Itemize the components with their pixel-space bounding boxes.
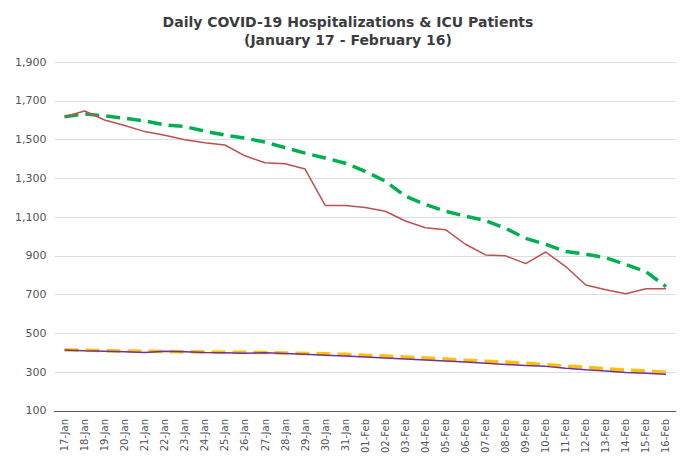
svg-text:21-Jan: 21-Jan xyxy=(139,419,150,451)
svg-text:700: 700 xyxy=(25,288,46,301)
svg-text:11-Feb: 11-Feb xyxy=(560,419,571,453)
svg-text:19-Jan: 19-Jan xyxy=(99,419,110,451)
svg-text:25-Jan: 25-Jan xyxy=(219,419,230,451)
svg-text:10-Feb: 10-Feb xyxy=(540,419,551,453)
svg-text:29-Jan: 29-Jan xyxy=(300,419,311,451)
svg-text:22-Jan: 22-Jan xyxy=(159,419,170,451)
svg-text:1,700: 1,700 xyxy=(15,94,47,107)
svg-text:09-Feb: 09-Feb xyxy=(520,419,531,453)
svg-text:1,500: 1,500 xyxy=(15,133,47,146)
svg-text:17-Jan: 17-Jan xyxy=(59,419,70,451)
svg-text:20-Jan: 20-Jan xyxy=(119,419,130,451)
svg-text:12-Feb: 12-Feb xyxy=(580,419,591,453)
svg-text:500: 500 xyxy=(25,327,46,340)
svg-text:03-Feb: 03-Feb xyxy=(400,419,411,453)
svg-text:04-Feb: 04-Feb xyxy=(420,419,431,453)
svg-text:31-Jan: 31-Jan xyxy=(340,419,351,451)
svg-text:14-Feb: 14-Feb xyxy=(620,419,631,453)
svg-text:15-Feb: 15-Feb xyxy=(640,419,651,453)
svg-text:27-Jan: 27-Jan xyxy=(260,419,271,451)
svg-text:02-Feb: 02-Feb xyxy=(380,419,391,453)
svg-text:24-Jan: 24-Jan xyxy=(199,419,210,451)
svg-text:16-Feb: 16-Feb xyxy=(660,419,671,453)
svg-text:300: 300 xyxy=(25,366,46,379)
svg-text:08-Feb: 08-Feb xyxy=(500,419,511,453)
svg-text:900: 900 xyxy=(25,249,46,262)
svg-text:1,100: 1,100 xyxy=(15,211,47,224)
svg-text:Daily COVID-19 Hospitalization: Daily COVID-19 Hospitalizations & ICU Pa… xyxy=(163,14,534,30)
svg-text:30-Jan: 30-Jan xyxy=(320,419,331,451)
svg-text:06-Feb: 06-Feb xyxy=(460,419,471,453)
svg-text:23-Jan: 23-Jan xyxy=(179,419,190,451)
svg-text:26-Jan: 26-Jan xyxy=(239,419,250,451)
svg-text:28-Jan: 28-Jan xyxy=(280,419,291,451)
svg-text:07-Feb: 07-Feb xyxy=(480,419,491,453)
svg-text:1,900: 1,900 xyxy=(15,56,47,69)
svg-text:1,300: 1,300 xyxy=(15,172,47,185)
svg-text:100: 100 xyxy=(25,404,46,417)
svg-text:05-Feb: 05-Feb xyxy=(440,419,451,453)
svg-text:18-Jan: 18-Jan xyxy=(79,419,90,451)
svg-text:01-Feb: 01-Feb xyxy=(360,419,371,453)
svg-text:13-Feb: 13-Feb xyxy=(600,419,611,453)
svg-text:(January 17 - February 16): (January 17 - February 16) xyxy=(244,32,452,48)
